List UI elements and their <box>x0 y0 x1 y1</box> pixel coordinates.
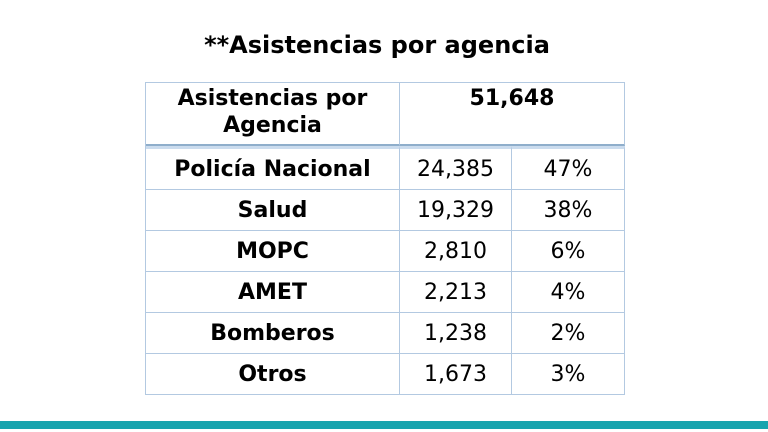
agency-cell: AMET <box>146 272 400 313</box>
table-header-label: Asistencias por Agencia <box>146 83 400 146</box>
agency-cell: Bomberos <box>146 313 400 354</box>
pct-cell: 3% <box>512 354 625 395</box>
table-row: Salud 19,329 38% <box>146 190 625 231</box>
table-row: Policía Nacional 24,385 47% <box>146 146 625 190</box>
slide-title: **Asistencias por agencia <box>204 31 550 59</box>
agency-cell: Otros <box>146 354 400 395</box>
table-row: Otros 1,673 3% <box>146 354 625 395</box>
pct-cell: 4% <box>512 272 625 313</box>
table-header-row: Asistencias por Agencia 51,648 <box>146 83 625 146</box>
agency-cell: MOPC <box>146 231 400 272</box>
table-row: MOPC 2,810 6% <box>146 231 625 272</box>
asistencias-table: Asistencias por Agencia 51,648 Policía N… <box>145 82 625 395</box>
count-cell: 1,673 <box>400 354 512 395</box>
pct-cell: 47% <box>512 146 625 190</box>
count-cell: 1,238 <box>400 313 512 354</box>
agency-cell: Policía Nacional <box>146 146 400 190</box>
agency-cell: Salud <box>146 190 400 231</box>
count-cell: 24,385 <box>400 146 512 190</box>
pct-cell: 2% <box>512 313 625 354</box>
table-header-total: 51,648 <box>400 83 625 146</box>
table-row: Bomberos 1,238 2% <box>146 313 625 354</box>
count-cell: 19,329 <box>400 190 512 231</box>
pct-cell: 6% <box>512 231 625 272</box>
count-cell: 2,810 <box>400 231 512 272</box>
pct-cell: 38% <box>512 190 625 231</box>
table-row: AMET 2,213 4% <box>146 272 625 313</box>
bottom-accent-bar <box>0 421 768 429</box>
count-cell: 2,213 <box>400 272 512 313</box>
